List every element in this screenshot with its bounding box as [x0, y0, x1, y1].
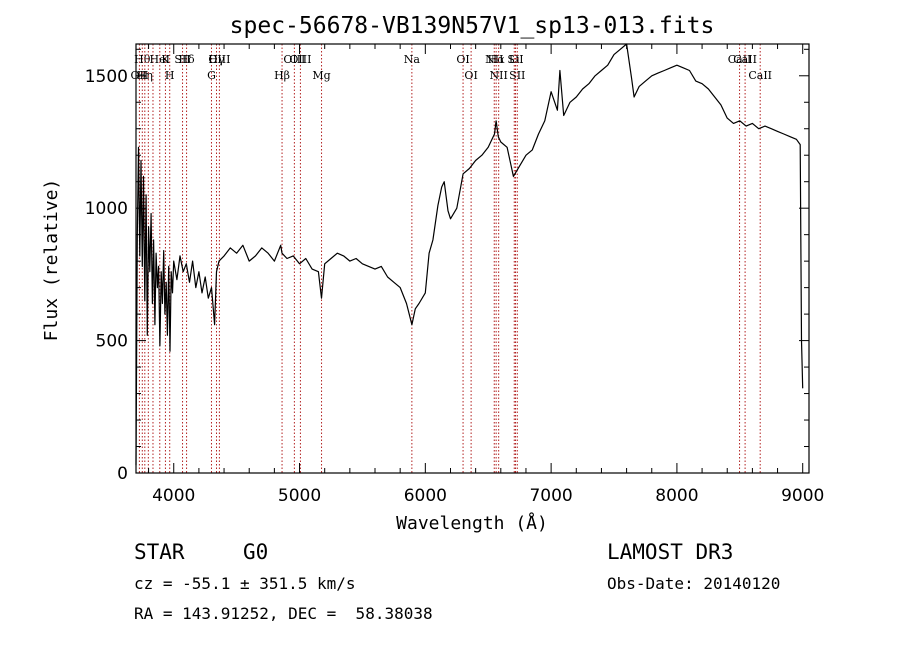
spectral-line-label: OIII	[289, 53, 311, 66]
x-axis-label: Wavelength (Å)	[396, 512, 548, 534]
object-class: STAR	[134, 540, 185, 564]
y-axis-label: Flux (relative)	[41, 179, 62, 342]
x-tick-label: 6000	[404, 486, 447, 506]
spectral-line-label: SII	[507, 53, 523, 66]
spectral-line-label: SII	[509, 69, 525, 82]
plot-frame	[135, 43, 810, 474]
spectral-line-label: OI	[464, 69, 477, 82]
x-tick-label: 5000	[278, 486, 321, 506]
spectral-line-label: G	[207, 69, 216, 82]
chart-title: spec-56678-VB139N57V1_sp13-013.fits	[230, 13, 715, 39]
spectral-line-label: OIII	[283, 53, 305, 66]
y-tick-label: 1000	[85, 199, 128, 219]
x-tick-label: 8000	[655, 486, 698, 506]
coordinates: RA = 143.91252, DEC = 58.38038	[134, 604, 433, 623]
y-tick-label: 1500	[85, 67, 128, 87]
spectral-line-label: Li	[509, 53, 520, 66]
spectral-line-label: Mg	[312, 69, 330, 82]
spectral-line-label: HeI	[150, 53, 170, 66]
survey-name: LAMOST DR3	[607, 540, 734, 564]
spectral-line-label: CaII	[733, 53, 757, 66]
spectral-line-label: H	[165, 69, 175, 82]
spectral-line-label: Hα	[488, 53, 506, 66]
y-tick-label: 500	[96, 332, 128, 352]
spectral-line-label: Hγ	[208, 53, 225, 66]
velocity-readout: cz = -55.1 ± 351.5 km/s	[134, 574, 356, 593]
spectral-line-label: Hβ	[274, 69, 290, 82]
spectral-line-label: NII	[490, 69, 508, 82]
x-tick-label: 7000	[529, 486, 572, 506]
y-tick-label: 0	[117, 464, 128, 484]
x-tick-label: 4000	[152, 486, 195, 506]
spectral-line-label: K	[161, 53, 170, 66]
spectral-line-label: Hθ	[134, 53, 151, 66]
spectral-subclass: G0	[243, 540, 269, 564]
spectral-line-label: Hδ	[178, 53, 195, 66]
spectral-line-label: Na	[404, 53, 421, 66]
flux-series-line	[135, 43, 804, 466]
x-tick-label: 9000	[781, 486, 824, 506]
spectral-line-label: OIII	[208, 53, 230, 66]
spectral-line-label: OI	[456, 53, 469, 66]
spectral-line-label: CaII	[748, 69, 772, 82]
obs-date: Obs-Date: 20140120	[607, 574, 781, 593]
